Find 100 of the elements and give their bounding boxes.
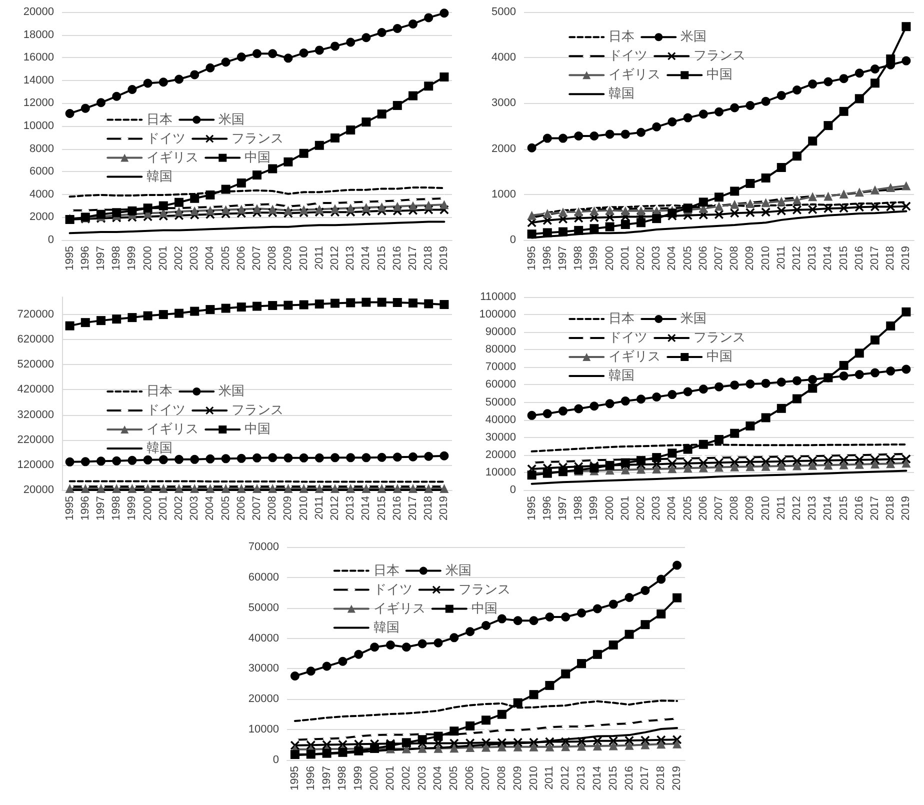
x-tick-label: 2006 xyxy=(697,496,710,520)
x-tick-label: 2004 xyxy=(204,246,216,270)
y-tick-label: 620000 xyxy=(17,334,54,346)
x-tick-label: 1995 xyxy=(64,246,76,270)
x-tick-label: 2004 xyxy=(204,496,216,520)
x-tick-label: 2004 xyxy=(432,766,444,790)
x-tick-label: 2006 xyxy=(235,246,248,270)
x-tick-label: 2015 xyxy=(376,246,388,270)
x-tick-label: 2018 xyxy=(422,246,435,270)
x-tick-label: 2015 xyxy=(607,766,620,790)
x-tick-label: 2007 xyxy=(713,246,725,270)
legend-label: イギリス xyxy=(608,350,661,364)
y-tick-label: 20000 xyxy=(23,6,54,18)
x-tick-label: 2011 xyxy=(313,496,326,520)
x-tick-label: 2005 xyxy=(448,766,460,790)
x-tick-label: 2013 xyxy=(576,766,588,790)
x-tick-label: 2009 xyxy=(282,246,294,270)
x-tick-label: 2012 xyxy=(560,766,572,790)
legend-label: 韓国 xyxy=(146,169,173,184)
x-tick-label: 2001 xyxy=(157,246,170,270)
y-tick-label: 70000 xyxy=(248,541,279,553)
legend-label: 韓国 xyxy=(146,441,173,456)
x-tick-label: 2012 xyxy=(329,246,341,270)
x-tick-label: 2003 xyxy=(650,496,663,520)
x-tick-label: 1995 xyxy=(64,496,76,520)
x-tick-label: 2003 xyxy=(188,246,201,270)
x-tick-label: 1999 xyxy=(588,246,600,270)
legend-label: イギリス xyxy=(146,422,199,437)
x-tick-label: 2004 xyxy=(666,246,678,270)
x-tick-label: 2007 xyxy=(251,246,263,270)
legend-label: 日本 xyxy=(146,112,173,128)
x-tick-label: 1995 xyxy=(526,246,538,270)
x-tick-label: 1998 xyxy=(572,496,585,520)
x-tick-label: 1999 xyxy=(126,246,138,270)
x-tick-label: 2008 xyxy=(266,246,279,270)
x-tick-label: 2011 xyxy=(544,766,556,790)
y-tick-label: 12000 xyxy=(23,97,54,110)
y-tick-label: 420000 xyxy=(17,384,54,396)
legend-label: イギリス xyxy=(608,68,661,83)
x-tick-label: 2010 xyxy=(528,766,540,790)
x-tick-label: 2017 xyxy=(869,246,881,270)
legend-label: 米国 xyxy=(218,112,245,128)
x-tick-label: 1999 xyxy=(126,496,138,520)
x-tick-label: 2007 xyxy=(251,496,263,520)
x-tick-label: 2009 xyxy=(744,496,756,520)
x-tick-label: 2019 xyxy=(671,766,684,790)
x-tick-label: 2008 xyxy=(728,496,741,520)
legend-label: 韓国 xyxy=(608,86,635,102)
x-tick-label: 1996 xyxy=(541,246,554,270)
x-tick-label: 2016 xyxy=(623,766,636,790)
x-tick-label: 2013 xyxy=(806,496,819,520)
y-tick-label: 110000 xyxy=(480,291,516,303)
x-tick-label: 2009 xyxy=(744,246,756,270)
y-tick-label: 4000 xyxy=(30,188,54,200)
y-tick-label: 0 xyxy=(510,234,516,246)
x-tick-label: 2018 xyxy=(655,766,668,790)
x-tick-label: 2001 xyxy=(157,496,170,520)
x-tick-label: 1996 xyxy=(541,496,554,520)
legend-label: フランス xyxy=(694,330,746,346)
x-tick-label: 2008 xyxy=(728,246,741,270)
x-tick-label: 2017 xyxy=(407,496,419,520)
x-tick-label: 1995 xyxy=(526,496,538,520)
x-tick-label: 2005 xyxy=(220,496,232,520)
legend-label: 韓国 xyxy=(608,368,635,384)
x-tick-label: 2010 xyxy=(298,246,310,270)
x-tick-label: 2006 xyxy=(464,766,476,790)
y-tick-label: 50000 xyxy=(248,602,279,614)
x-tick-label: 2018 xyxy=(884,246,897,270)
y-tick-label: 20000 xyxy=(248,693,279,706)
x-tick-label: 2008 xyxy=(496,766,508,790)
x-tick-label: 2011 xyxy=(313,246,326,270)
y-tick-label: 0 xyxy=(48,234,54,246)
legend-label: イギリス xyxy=(146,150,199,166)
x-tick-label: 2013 xyxy=(806,246,819,270)
legend-label: ドイツ xyxy=(146,403,186,418)
y-tick-label: 10000 xyxy=(485,466,516,478)
x-tick-label: 2010 xyxy=(760,246,772,270)
x-tick-label: 2014 xyxy=(360,496,372,520)
y-tick-label: 90000 xyxy=(485,326,516,338)
y-tick-label: 80000 xyxy=(485,344,516,356)
y-tick-label: 30000 xyxy=(485,431,516,444)
x-tick-label: 2000 xyxy=(604,496,616,520)
x-tick-label: 2015 xyxy=(838,496,850,520)
x-tick-label: 2004 xyxy=(666,496,678,520)
x-tick-label: 2011 xyxy=(775,246,788,270)
y-tick-label: 720000 xyxy=(17,308,54,321)
x-tick-label: 2003 xyxy=(650,246,663,270)
y-tick-label: 120000 xyxy=(17,458,54,471)
y-tick-label: 520000 xyxy=(17,358,54,371)
legend-label: ドイツ xyxy=(608,48,648,64)
legend-label: フランス xyxy=(232,131,284,146)
x-tick-label: 2001 xyxy=(619,246,632,270)
x-tick-label: 2002 xyxy=(635,496,647,520)
x-tick-label: 2017 xyxy=(869,496,881,520)
y-tick-label: 60000 xyxy=(248,571,279,584)
y-tick-label: 14000 xyxy=(23,74,54,86)
x-tick-label: 2013 xyxy=(344,246,357,270)
x-tick-label: 2018 xyxy=(884,496,897,520)
y-tick-label: 20000 xyxy=(23,484,54,496)
legend-label: 中国 xyxy=(471,601,498,616)
